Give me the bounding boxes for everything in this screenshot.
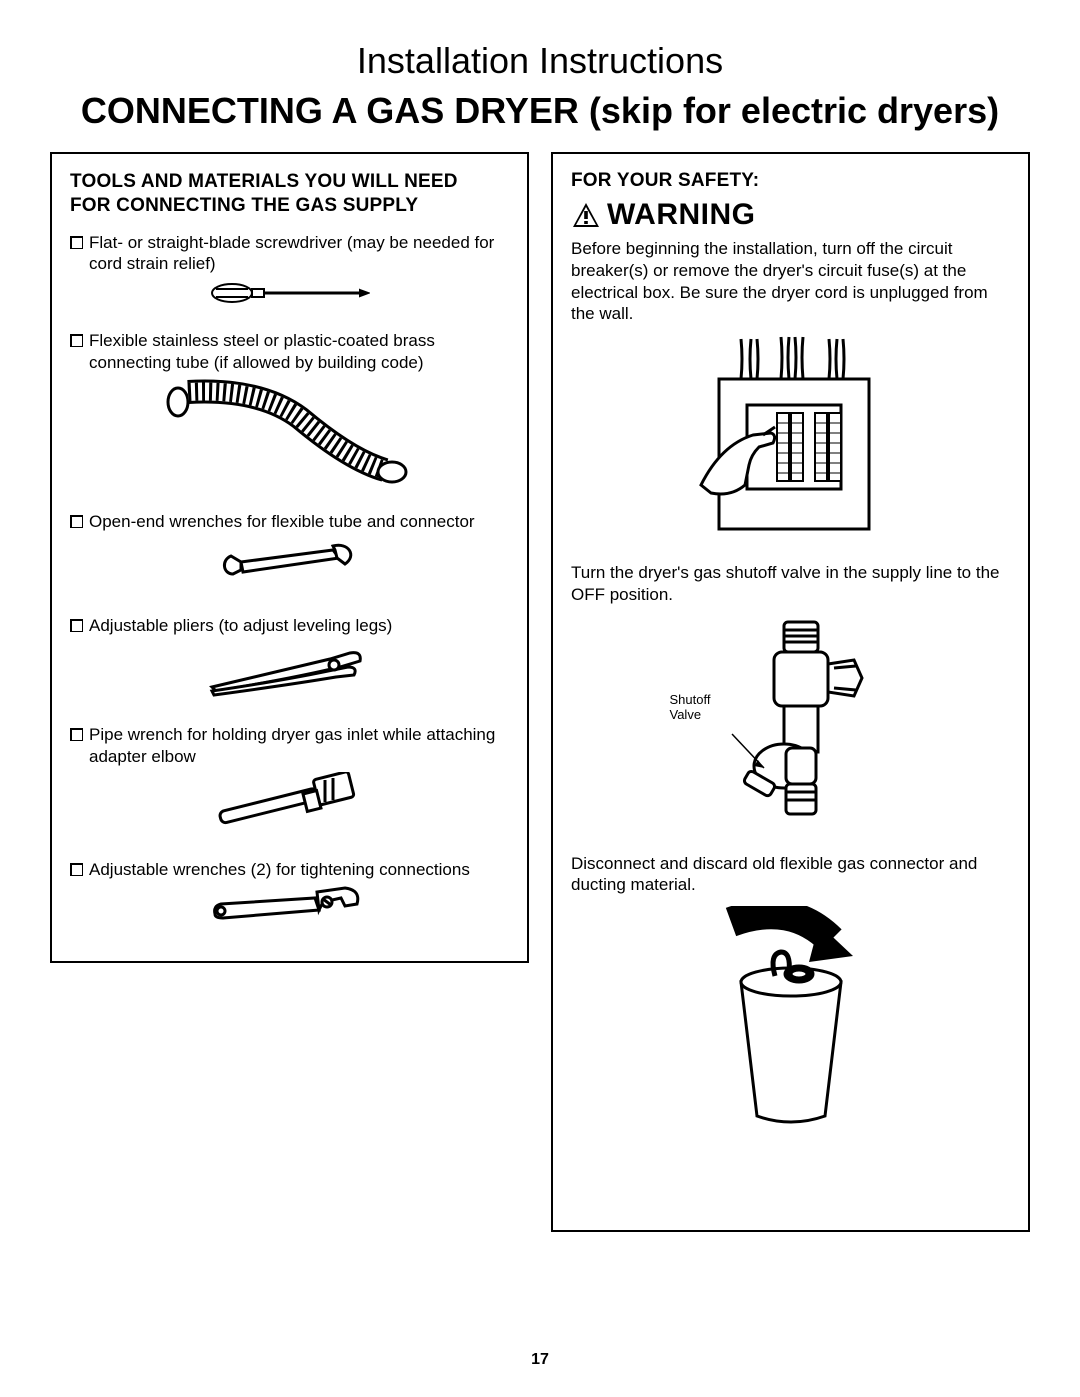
shutoff-valve-icon: Shutoff Valve [571,616,1010,831]
checkbox-icon [70,619,83,632]
checkbox-icon [70,863,83,876]
checkbox-icon [70,334,83,347]
tools-heading-line2: FOR CONNECTING THE GAS SUPPLY [70,195,418,216]
checkbox-icon [70,236,83,249]
safety-heading: FOR YOUR SAFETY: [571,170,1010,192]
safety-para3: Disconnect and discard old flexible gas … [571,853,1010,897]
safety-para1: Before beginning the installation, turn … [571,238,1010,325]
tool-item: Adjustable wrenches (2) for tightening c… [70,859,509,881]
tools-box: TOOLS AND MATERIALS YOU WILL NEED FOR CO… [50,152,529,963]
breaker-panel-icon [571,335,1010,540]
page-title: Installation Instructions [50,40,1030,82]
tool-text: Open-end wrenches for flexible tube and … [89,511,475,533]
content-columns: TOOLS AND MATERIALS YOU WILL NEED FOR CO… [50,152,1030,1232]
section-title: CONNECTING A GAS DRYER (skip for electri… [50,90,1030,132]
left-column: TOOLS AND MATERIALS YOU WILL NEED FOR CO… [50,152,529,1232]
checkbox-icon [70,515,83,528]
tool-text: Adjustable wrenches (2) for tightening c… [89,859,470,881]
tool-item: Open-end wrenches for flexible tube and … [70,511,509,533]
tools-heading-line1: TOOLS AND MATERIALS YOU WILL NEED [70,171,458,192]
pipe-wrench-icon [70,772,509,841]
tool-item: Flexible stainless steel or plastic-coat… [70,330,509,374]
tool-text: Flat- or straight-blade screwdriver (may… [89,232,509,276]
tool-text: Pipe wrench for holding dryer gas inlet … [89,724,509,768]
right-column: FOR YOUR SAFETY: WARNING Before beginnin… [551,152,1030,1232]
valve-label-l2: Valve [670,707,702,722]
safety-para2: Turn the dryer's gas shutoff valve in th… [571,562,1010,606]
page-number: 17 [0,1351,1080,1369]
warning-row: WARNING [571,198,1010,232]
safety-box: FOR YOUR SAFETY: WARNING Before beginnin… [551,152,1030,1232]
warning-triangle-icon [571,201,601,229]
adjustable-wrench-icon [70,884,509,939]
checkbox-icon [70,728,83,741]
flex-tube-icon [70,378,509,493]
tool-item: Flat- or straight-blade screwdriver (may… [70,232,509,276]
pliers-icon [70,641,509,706]
trash-bin-icon [571,906,1010,1131]
tool-item: Adjustable pliers (to adjust leveling le… [70,615,509,637]
valve-label-l1: Shutoff [670,692,711,707]
tool-text: Flexible stainless steel or plastic-coat… [89,330,509,374]
screwdriver-icon [70,279,509,312]
valve-label: Shutoff Valve [670,692,730,722]
open-end-wrench-icon [70,536,509,597]
warning-label: WARNING [607,198,756,232]
tool-item: Pipe wrench for holding dryer gas inlet … [70,724,509,768]
tools-heading: TOOLS AND MATERIALS YOU WILL NEED FOR CO… [70,170,509,218]
tool-text: Adjustable pliers (to adjust leveling le… [89,615,392,637]
